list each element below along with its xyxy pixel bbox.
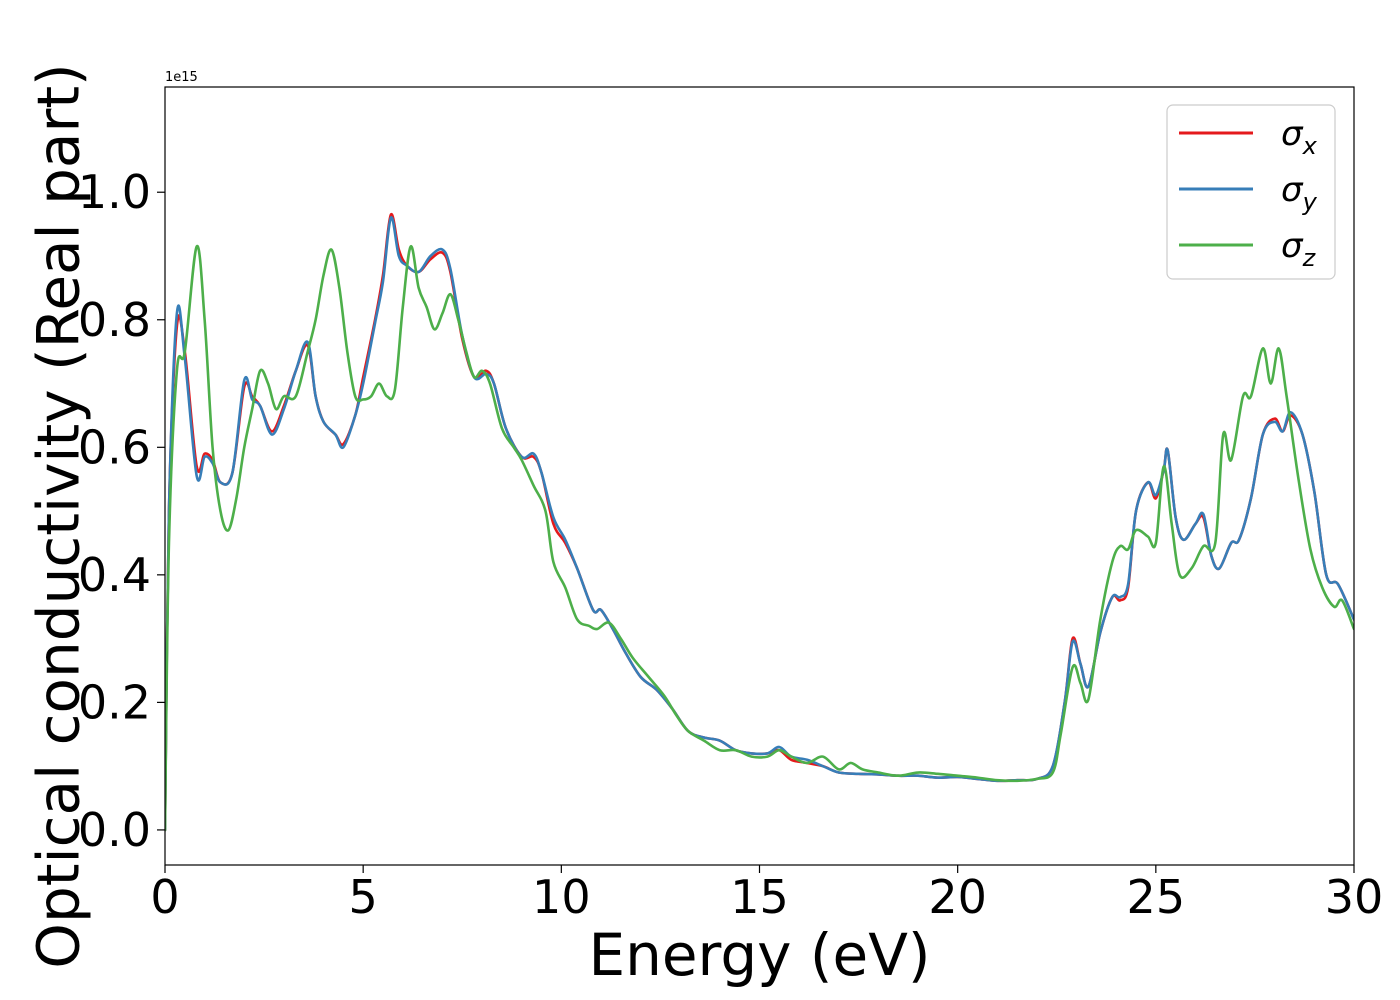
series-line-z <box>165 244 1354 832</box>
legend-label-base: σ <box>1281 226 1304 266</box>
legend-label-base: σ <box>1281 114 1304 154</box>
x-tick-label: 30 <box>1325 870 1384 924</box>
y-axis-label: Optical conductivity (Real part) <box>24 63 92 968</box>
legend-label-base: σ <box>1281 170 1304 210</box>
legend-frame <box>1166 104 1336 280</box>
y-tick-label: 0.6 <box>78 420 151 474</box>
x-axis: 0 5 10 15 20 25 30 <box>150 865 1383 924</box>
legend-label-y: σy <box>1281 170 1318 216</box>
x-tick-label: 15 <box>730 870 789 924</box>
y-tick-label: 0.0 <box>78 803 151 857</box>
x-axis-label: Energy (eV) <box>588 921 930 989</box>
y-tick-label: 1.0 <box>78 165 151 219</box>
y-tick-label: 0.4 <box>78 548 151 602</box>
legend-label-subscript: x <box>1302 132 1318 160</box>
x-tick-label: 10 <box>532 870 591 924</box>
legend-label-z: σz <box>1281 226 1317 272</box>
y-offset-label: 1e15 <box>165 70 198 85</box>
x-tick-label: 25 <box>1127 870 1186 924</box>
x-tick-label: 0 <box>150 870 179 924</box>
y-tick-label: 0.8 <box>78 293 151 347</box>
legend-label-subscript: z <box>1302 244 1317 272</box>
y-tick-label: 0.2 <box>78 675 151 729</box>
legend-label-subscript: y <box>1302 188 1318 216</box>
legend-label-x: σx <box>1281 114 1318 160</box>
x-tick-label: 5 <box>349 870 378 924</box>
x-tick-label: 20 <box>928 870 987 924</box>
y-axis: 0.0 0.2 0.4 0.6 0.8 1.0 <box>78 165 165 857</box>
series-layer <box>165 213 1354 832</box>
